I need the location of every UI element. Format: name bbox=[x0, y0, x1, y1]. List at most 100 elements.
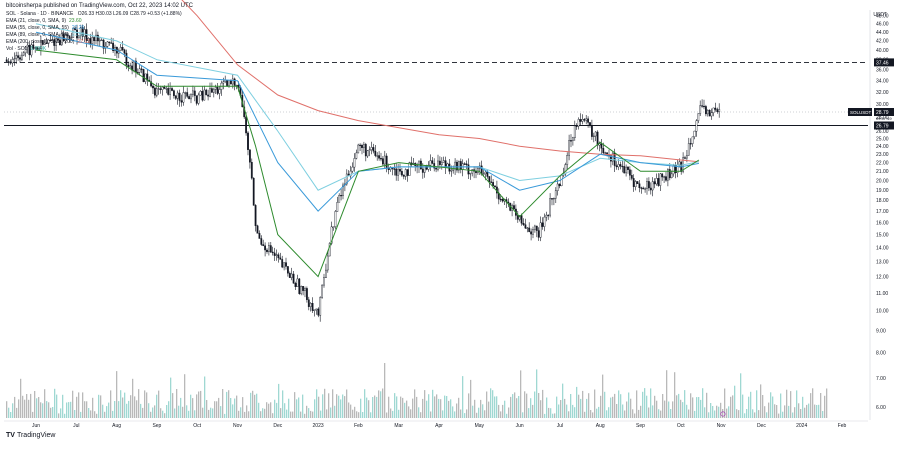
resistance-price-label-box bbox=[874, 58, 894, 67]
volume-bar bbox=[768, 402, 770, 418]
candle-body bbox=[471, 169, 474, 174]
volume-bar bbox=[630, 398, 632, 418]
volume-bar bbox=[578, 394, 580, 418]
volume-bar bbox=[686, 404, 688, 418]
candle-body bbox=[600, 143, 603, 149]
volume-bar bbox=[414, 389, 416, 418]
price-tick-label: 20.00 bbox=[876, 178, 889, 184]
tradingview-logo-icon: TV bbox=[6, 432, 15, 439]
volume-bar bbox=[436, 394, 438, 418]
volume-bar bbox=[252, 390, 254, 418]
volume-bar bbox=[602, 374, 604, 418]
volume-bar bbox=[178, 405, 180, 418]
candle-body bbox=[336, 202, 339, 212]
volume-bar bbox=[540, 400, 542, 418]
volume-bar bbox=[204, 376, 206, 418]
candle-body bbox=[119, 47, 122, 52]
volume-bar bbox=[154, 405, 156, 418]
volume-bar bbox=[238, 410, 240, 418]
candle-body bbox=[714, 107, 717, 110]
candle-body bbox=[338, 194, 341, 203]
volume-bar bbox=[606, 410, 608, 418]
legend-row[interactable]: EMA (89, close, 0, SMA, 89) 21.92 bbox=[6, 32, 182, 39]
candle-body bbox=[9, 61, 12, 64]
volume-bar bbox=[470, 379, 472, 418]
volume-bar bbox=[254, 394, 256, 418]
candle-body bbox=[7, 61, 10, 63]
candle-body bbox=[254, 205, 257, 227]
candle-body bbox=[583, 119, 586, 121]
candle-body bbox=[433, 163, 436, 169]
volume-bar bbox=[16, 407, 18, 418]
volume-bar bbox=[32, 411, 34, 418]
candle-body bbox=[610, 155, 612, 162]
candle-body bbox=[266, 249, 268, 252]
volume-bar bbox=[24, 399, 26, 418]
legend-row[interactable]: EMA (200, close, 0, SMA, 200) 22.12 bbox=[6, 39, 182, 46]
volume-bar bbox=[50, 407, 52, 418]
volume-bar bbox=[54, 388, 56, 418]
volume-bar bbox=[36, 398, 38, 418]
volume-bar bbox=[488, 401, 490, 418]
volume-bar bbox=[804, 407, 806, 418]
volume-bar bbox=[384, 363, 386, 418]
candle-body bbox=[638, 183, 641, 188]
volume-bar bbox=[208, 409, 210, 418]
volume-bar bbox=[570, 394, 572, 418]
volume-bar bbox=[140, 403, 142, 418]
candle-body bbox=[406, 169, 409, 176]
candle-body bbox=[366, 150, 369, 157]
candle-body bbox=[475, 171, 477, 173]
volume-bar bbox=[434, 396, 436, 418]
volume-bar bbox=[652, 405, 654, 418]
candle-body bbox=[98, 39, 101, 42]
candle-body bbox=[592, 135, 595, 138]
volume-bar bbox=[786, 389, 788, 418]
candle-body bbox=[203, 89, 206, 101]
volume-bar bbox=[776, 405, 778, 418]
candle-body bbox=[570, 140, 572, 142]
volume-bar bbox=[526, 393, 528, 418]
volume-bar bbox=[98, 394, 100, 418]
volume-bar bbox=[362, 412, 364, 418]
candle-body bbox=[657, 178, 660, 186]
volume-bar bbox=[186, 405, 188, 418]
volume-bar bbox=[100, 395, 102, 418]
candle-body bbox=[53, 39, 56, 46]
legend-row-value: 23.60 bbox=[69, 18, 82, 24]
candle-body bbox=[68, 35, 71, 39]
candle-body bbox=[463, 163, 466, 165]
candle-body bbox=[695, 120, 698, 132]
candle-body bbox=[169, 88, 171, 95]
volume-bar bbox=[464, 413, 466, 418]
volume-bar bbox=[800, 409, 802, 418]
candle-body bbox=[161, 86, 164, 90]
candle-body bbox=[604, 152, 607, 154]
candle-body bbox=[458, 161, 460, 171]
candle-body bbox=[619, 164, 622, 167]
candle-body bbox=[79, 27, 82, 36]
candle-body bbox=[372, 147, 375, 152]
volume-bar bbox=[150, 411, 152, 418]
candle-body bbox=[191, 90, 194, 95]
volume-bar bbox=[696, 397, 698, 418]
legend-row[interactable]: Vol · SOL 6.990K bbox=[6, 46, 182, 53]
volume-bar bbox=[492, 390, 494, 418]
volume-bar bbox=[296, 399, 298, 418]
candle-body bbox=[522, 222, 525, 225]
volume-bar bbox=[806, 404, 808, 418]
volume-bar bbox=[38, 397, 40, 418]
legend-symbol-row[interactable]: SOL · Solana · 1D · BINANCE O26.33 H30.0… bbox=[6, 11, 182, 18]
candle-body bbox=[596, 131, 599, 146]
candle-body bbox=[323, 277, 325, 286]
candle-body bbox=[248, 149, 251, 163]
candle-body bbox=[157, 88, 160, 90]
volume-bar bbox=[120, 390, 122, 418]
legend-row[interactable]: EMA (21, close, 0, SMA, 9) 23.60 bbox=[6, 18, 182, 25]
legend-row[interactable]: EMA (55, close, 0, SMA, 55) 22.26 bbox=[6, 25, 182, 32]
volume-bar bbox=[770, 392, 772, 418]
price-tick-label: 19.00 bbox=[876, 188, 889, 194]
volume-bar bbox=[746, 409, 748, 418]
volume-bar bbox=[690, 393, 692, 418]
